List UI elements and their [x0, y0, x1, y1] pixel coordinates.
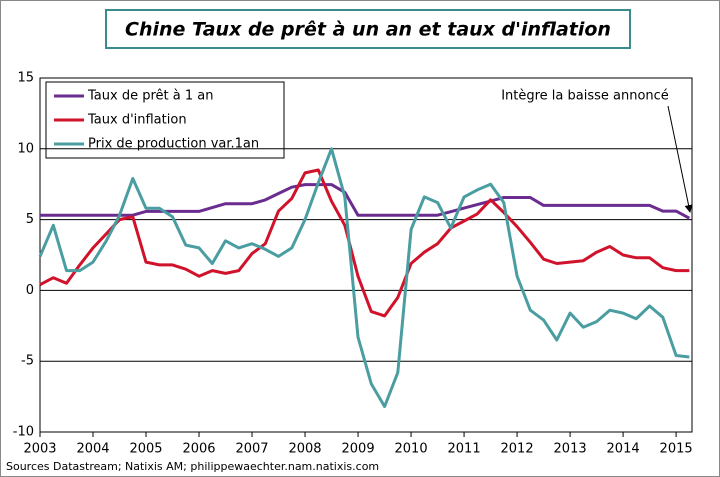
x-tick-label: 2012 — [501, 442, 534, 457]
y-tick-label: -10 — [13, 425, 34, 440]
y-tick-label: -5 — [21, 354, 34, 369]
x-tick-label: 2009 — [342, 442, 375, 457]
annotation: Intègre la baisse annoncé — [501, 89, 669, 104]
annotation-arrow — [667, 105, 693, 213]
x-tick-label: 2011 — [448, 442, 481, 457]
x-tick-label: 2015 — [660, 442, 693, 457]
y-tick-label: 0 — [26, 283, 34, 298]
legend-label: Taux d'inflation — [87, 113, 187, 128]
y-tick-label: 5 — [26, 212, 34, 227]
legend-label: Taux de prêt à 1 an — [87, 89, 213, 104]
x-tick-label: 2013 — [554, 442, 587, 457]
legend-label: Prix de production var.1an — [88, 137, 259, 152]
x-tick-label: 2010 — [395, 442, 428, 457]
x-tick-label: 2006 — [182, 442, 215, 457]
series-line — [38, 147, 690, 408]
source: Sources Datastream; Natixis AM; philippe… — [6, 460, 379, 473]
y-tick-label: 15 — [17, 71, 34, 86]
x-tick-label: 2004 — [76, 442, 109, 457]
x-tick-label: 2008 — [288, 442, 321, 457]
series-line — [39, 168, 690, 318]
x-tick-label: 2007 — [235, 442, 268, 457]
chart-title: Chine Taux de prêt à un an et taux d'inf… — [125, 19, 611, 41]
x-tick-label: 2003 — [23, 442, 56, 457]
title-box — [105, 9, 631, 49]
series-line — [40, 183, 691, 220]
x-tick-label: 2014 — [607, 442, 640, 457]
legend-box — [45, 81, 285, 159]
y-tick-label: 10 — [17, 141, 34, 156]
x-tick-label: 2005 — [129, 442, 162, 457]
